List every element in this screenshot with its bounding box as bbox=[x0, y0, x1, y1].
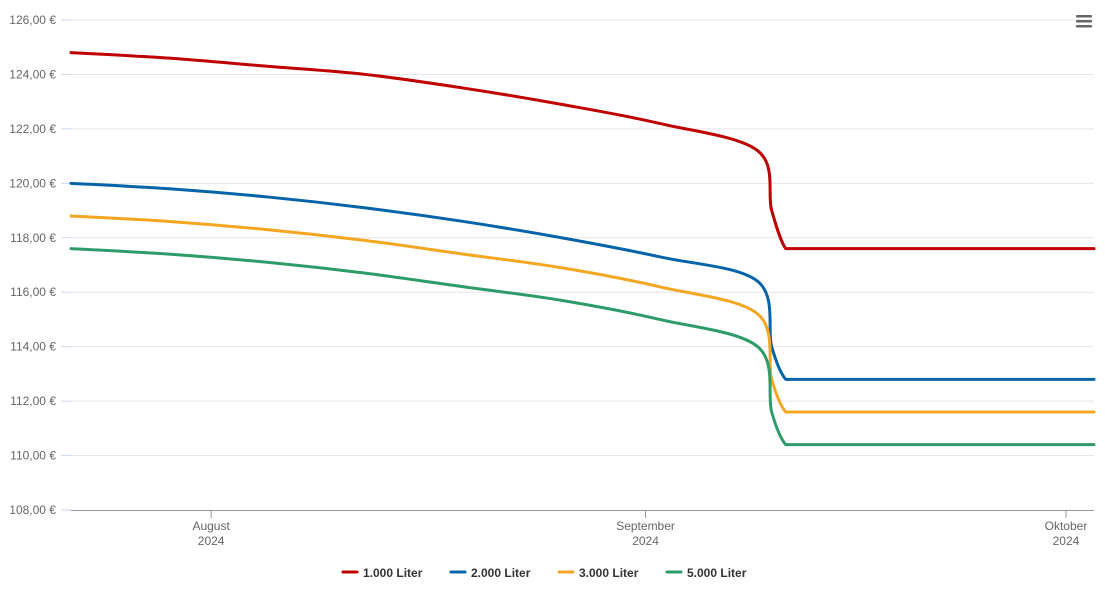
legend-item-2[interactable]: 2.000 Liter bbox=[449, 566, 531, 580]
series-line-2[interactable] bbox=[69, 181, 1096, 381]
y-tick-label: 116,00 € bbox=[10, 285, 56, 299]
y-tick-label: 118,00 € bbox=[10, 231, 56, 245]
legend-item-4[interactable]: 5.000 Liter bbox=[665, 566, 747, 580]
x-tick-label: August bbox=[192, 519, 230, 533]
x-tick-year: 2024 bbox=[632, 534, 659, 548]
series-line-4[interactable] bbox=[69, 247, 1096, 447]
legend[interactable]: 1.000 Liter 2.000 Liter 3.000 Liter 5.000 L… bbox=[341, 566, 747, 580]
y-tick-label: 112,00 € bbox=[10, 394, 56, 408]
legend-item-1[interactable]: 1.000 Liter bbox=[341, 566, 423, 580]
x-tick-year: 2024 bbox=[198, 534, 225, 548]
y-tick-label: 114,00 € bbox=[10, 340, 56, 354]
y-tick-label: 108,00 € bbox=[9, 503, 56, 517]
y-tick-label: 120,00 € bbox=[9, 176, 56, 190]
legend-label: 2.000 Liter bbox=[471, 566, 531, 580]
y-tick-label: 126,00 € bbox=[9, 13, 56, 27]
y-axis-ticks: 108,00 € 110,00 € 112,00 € 114,00 € 116,00 €… bbox=[9, 13, 71, 517]
legend-item-3[interactable]: 3.000 Liter bbox=[557, 566, 639, 580]
series-lines bbox=[69, 51, 1096, 447]
legend-label: 1.000 Liter bbox=[363, 566, 423, 580]
grid-lines bbox=[71, 19, 1094, 457]
x-tick-label: Oktober bbox=[1045, 519, 1088, 533]
x-tick-year: 2024 bbox=[1053, 534, 1080, 548]
series-line-3[interactable] bbox=[69, 214, 1096, 414]
hamburger-menu-icon[interactable] bbox=[1074, 12, 1094, 30]
x-tick-label: September bbox=[616, 519, 675, 533]
y-tick-label: 124,00 € bbox=[9, 67, 56, 81]
y-tick-label: 110,00 € bbox=[10, 449, 56, 463]
y-tick-label: 122,00 € bbox=[9, 122, 56, 136]
legend-label: 3.000 Liter bbox=[579, 566, 639, 580]
legend-label: 5.000 Liter bbox=[687, 566, 747, 580]
series-line-1[interactable] bbox=[69, 51, 1096, 251]
